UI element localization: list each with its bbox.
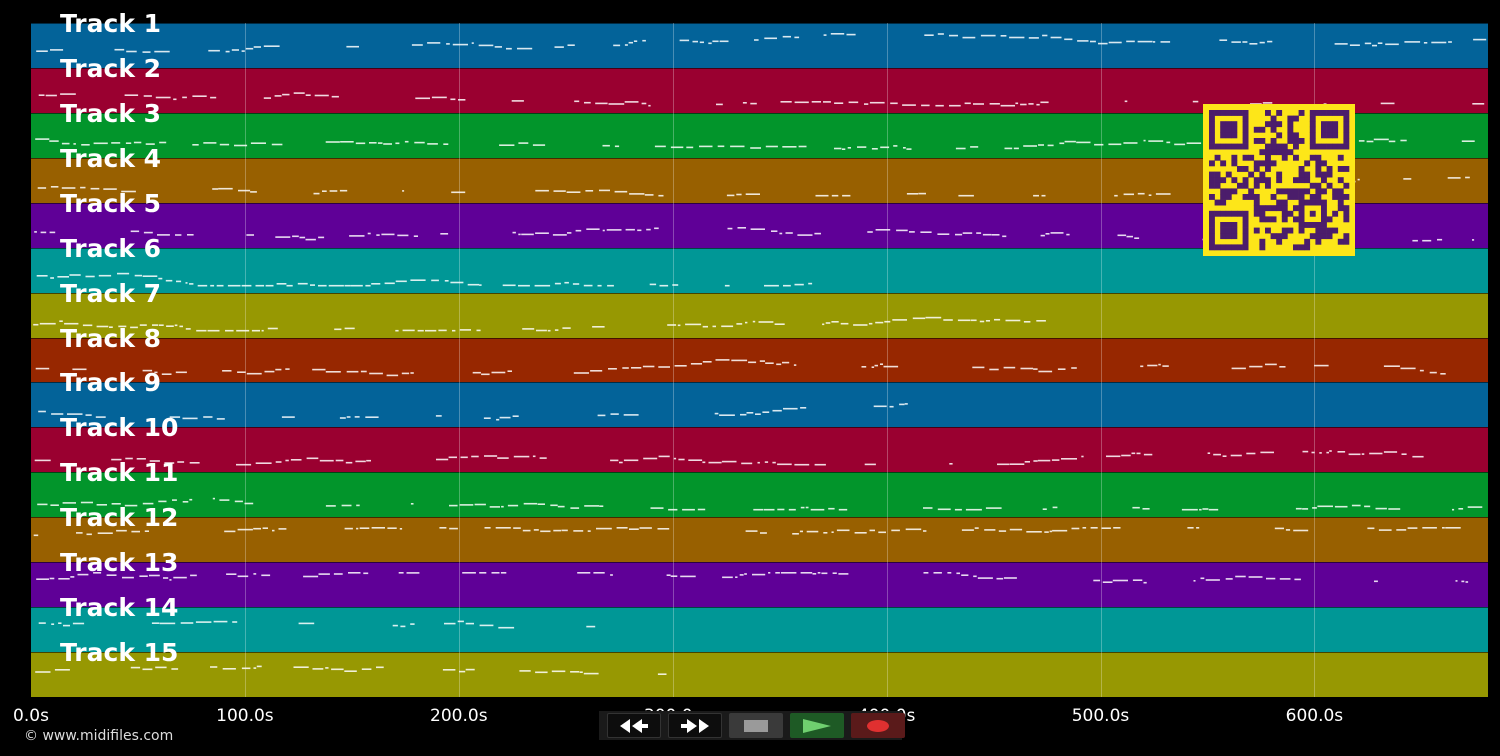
track-label: Track 11	[60, 458, 179, 488]
track-label: Track 7	[60, 278, 162, 308]
track-label: Track 4	[60, 143, 162, 173]
note-marks	[35, 358, 1446, 376]
grid-line	[244, 23, 246, 697]
qr-code[interactable]	[1203, 104, 1355, 256]
note-marks	[36, 33, 1487, 53]
track-label: Track 12	[60, 503, 179, 533]
note-marks	[35, 138, 1475, 150]
note-marks	[36, 272, 813, 287]
rewind-button[interactable]	[607, 713, 661, 738]
stop-button[interactable]	[729, 713, 783, 738]
time-tick-label: 600.0s	[1285, 706, 1344, 726]
play-button[interactable]	[790, 713, 844, 738]
fast-forward-button[interactable]	[668, 713, 722, 738]
double-arrow-right-icon	[681, 718, 709, 733]
note-marks	[34, 450, 1424, 466]
track-label: Track 15	[60, 638, 179, 668]
playback-controls	[599, 711, 905, 740]
track-lane[interactable]	[31, 607, 1488, 653]
track-label: Track 6	[60, 233, 162, 263]
track-label: Track 9	[60, 368, 162, 398]
double-arrow-left-icon	[620, 718, 648, 733]
track-label: Track 10	[60, 413, 179, 443]
track-lane[interactable]	[31, 337, 1488, 383]
track-lane[interactable]	[31, 23, 1488, 68]
grid-line	[1314, 23, 1316, 697]
note-marks	[37, 498, 1483, 511]
grid-line	[1100, 23, 1102, 697]
grid-line	[672, 23, 674, 697]
track-label: Track 14	[60, 593, 179, 623]
note-marks	[38, 92, 1485, 107]
time-tick-label: 500.0s	[1071, 706, 1130, 726]
track-lane[interactable]	[31, 292, 1488, 338]
track-lane[interactable]	[31, 427, 1488, 473]
time-tick-label: 200.0s	[430, 706, 488, 726]
note-marks	[35, 665, 667, 676]
time-tick-label: 100.0s	[216, 706, 274, 726]
track-label: Track 1	[60, 9, 162, 38]
note-marks	[38, 403, 908, 421]
grid-line	[886, 23, 888, 697]
note-marks	[33, 527, 1461, 537]
stop-square-icon	[744, 719, 768, 732]
track-lane[interactable]	[31, 472, 1488, 518]
track-label: Track 13	[60, 548, 179, 578]
time-tick-label: 0.0s	[13, 706, 49, 726]
track-label: Track 2	[60, 53, 162, 83]
track-label: Track 3	[60, 98, 162, 128]
play-triangle-icon	[803, 718, 831, 733]
track-lane[interactable]	[31, 382, 1488, 428]
track-lane[interactable]	[31, 652, 1488, 697]
piano-roll	[31, 23, 1488, 697]
record-button[interactable]	[851, 713, 905, 738]
record-dot-icon	[867, 719, 889, 732]
note-marks	[36, 572, 1469, 584]
track-lane[interactable]	[31, 517, 1488, 563]
note-marks	[38, 620, 596, 629]
copyright-text: © www.midifiles.com	[24, 728, 174, 744]
track-label: Track 8	[60, 323, 162, 353]
grid-line	[458, 23, 460, 697]
track-lane[interactable]	[31, 562, 1488, 608]
note-marks	[33, 316, 1046, 332]
track-label: Track 5	[60, 188, 162, 218]
